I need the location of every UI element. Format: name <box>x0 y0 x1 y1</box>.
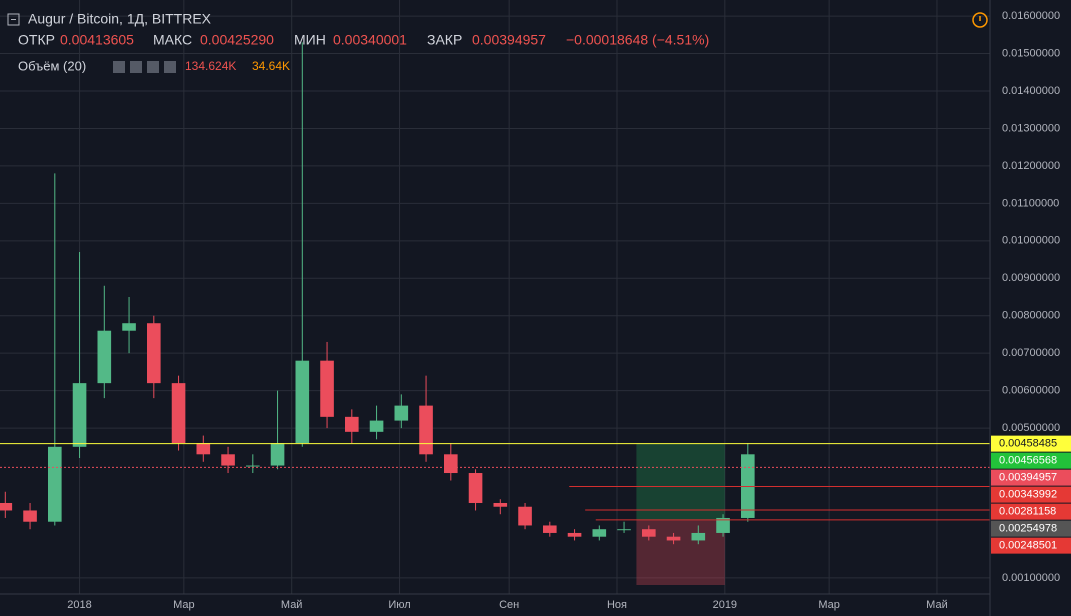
candle-body <box>468 473 483 503</box>
icon[interactable] <box>113 61 125 73</box>
open-label: ОТКР <box>18 32 55 48</box>
x-tick-label: Май <box>281 599 303 611</box>
candle-body <box>146 323 161 384</box>
price-label-bg <box>991 520 1071 537</box>
plot <box>0 0 990 594</box>
candle-body <box>72 383 87 447</box>
icon[interactable] <box>130 61 142 73</box>
candle-body <box>23 510 37 522</box>
volume-value: 134.624K <box>185 59 236 73</box>
price-label-bg <box>991 435 1071 452</box>
y-tick-label: 0.01000000 <box>1002 235 1060 247</box>
candle-body <box>617 529 631 531</box>
y-tick-label: 0.00800000 <box>1002 310 1060 322</box>
candle-body <box>122 323 136 331</box>
position-target-zone <box>636 443 725 520</box>
candle-body <box>419 405 433 455</box>
candle-body <box>344 416 359 432</box>
close-value: 0.00394957 <box>472 32 546 48</box>
x-tick-label: Мар <box>818 599 840 611</box>
legend: Augur / Bitcoin, 1Д, BITTREX ОТКР 0.0041… <box>7 11 709 73</box>
candle-body <box>443 454 458 474</box>
x-tick-label: Мар <box>173 599 195 611</box>
alert-icon[interactable] <box>972 12 988 28</box>
y-tick-label: 0.01500000 <box>1002 47 1060 59</box>
y-tick-label: 0.00100000 <box>1002 572 1060 584</box>
y-tick-label: 0.01300000 <box>1002 122 1060 134</box>
x-tick-label: 2018 <box>67 599 91 611</box>
candle-body <box>493 502 508 507</box>
candle-body <box>221 454 235 466</box>
candle-body <box>592 529 607 537</box>
candle-body <box>295 360 310 444</box>
study-icons <box>113 61 176 73</box>
y-tick-label: 0.01100000 <box>1002 197 1059 209</box>
price-label: 0.00254978 <box>999 523 1057 535</box>
candle-body <box>369 420 384 432</box>
candle-body <box>542 525 557 533</box>
low-value: 0.00340001 <box>333 32 407 48</box>
candle-body <box>394 405 409 421</box>
x-tick-label: Май <box>926 599 948 611</box>
candle-body <box>47 446 62 522</box>
low-label: МИН <box>294 32 326 48</box>
price-label: 0.00248501 <box>999 540 1057 552</box>
candle-body <box>691 532 706 541</box>
candle-body <box>567 532 582 537</box>
open-value: 0.00413605 <box>60 32 134 48</box>
candle-body <box>196 443 211 455</box>
candle-body <box>666 536 681 541</box>
volume-label[interactable]: Объём (20) <box>18 58 86 73</box>
candle-body <box>97 330 112 384</box>
candle-body <box>0 502 13 511</box>
y-tick-label: 0.00700000 <box>1002 347 1060 359</box>
y-tick-label: 0.00900000 <box>1002 272 1060 284</box>
y-tick-label: 0.01400000 <box>1002 85 1060 97</box>
collapse-icon[interactable] <box>7 13 20 26</box>
y-tick-label: 0.00500000 <box>1002 422 1060 434</box>
y-tick-label: 0.01200000 <box>1002 160 1060 172</box>
x-tick-label: Сен <box>499 599 519 611</box>
price-label-bg <box>991 452 1071 469</box>
icon[interactable] <box>164 61 176 73</box>
price-label: 0.00456568 <box>999 455 1057 467</box>
y-tick-label: 0.01600000 <box>1002 10 1060 22</box>
price-label-bg <box>991 486 1071 503</box>
price-label-bg <box>991 469 1071 486</box>
price-label: 0.00343992 <box>999 489 1057 501</box>
close-label: ЗАКР <box>427 32 462 48</box>
x-tick-label: 2019 <box>713 599 737 611</box>
candle-body <box>245 465 260 467</box>
x-tick-label: Июл <box>388 599 410 611</box>
candle-body <box>270 443 285 466</box>
price-label: 0.00458485 <box>999 438 1057 450</box>
candle-body <box>320 360 334 417</box>
change: −0.00018648 (−4.51%) <box>566 32 709 48</box>
price-label-bg <box>991 537 1071 554</box>
candle-body <box>641 529 656 537</box>
symbol[interactable]: Augur / Bitcoin, 1Д, BITTREX <box>28 11 212 27</box>
candle-body <box>171 383 186 444</box>
candle-body <box>518 506 532 526</box>
price-label: 0.00394957 <box>999 472 1057 484</box>
price-label: 0.00281158 <box>999 506 1056 518</box>
price-label-bg <box>991 503 1071 520</box>
y-tick-label: 0.00600000 <box>1002 385 1060 397</box>
high-label: МАКС <box>153 32 192 48</box>
x-tick-label: Ноя <box>607 599 627 611</box>
volume-ma: 34.64K <box>252 59 290 73</box>
icon[interactable] <box>147 61 159 73</box>
high-value: 0.00425290 <box>200 32 274 48</box>
candle-body <box>716 517 730 533</box>
